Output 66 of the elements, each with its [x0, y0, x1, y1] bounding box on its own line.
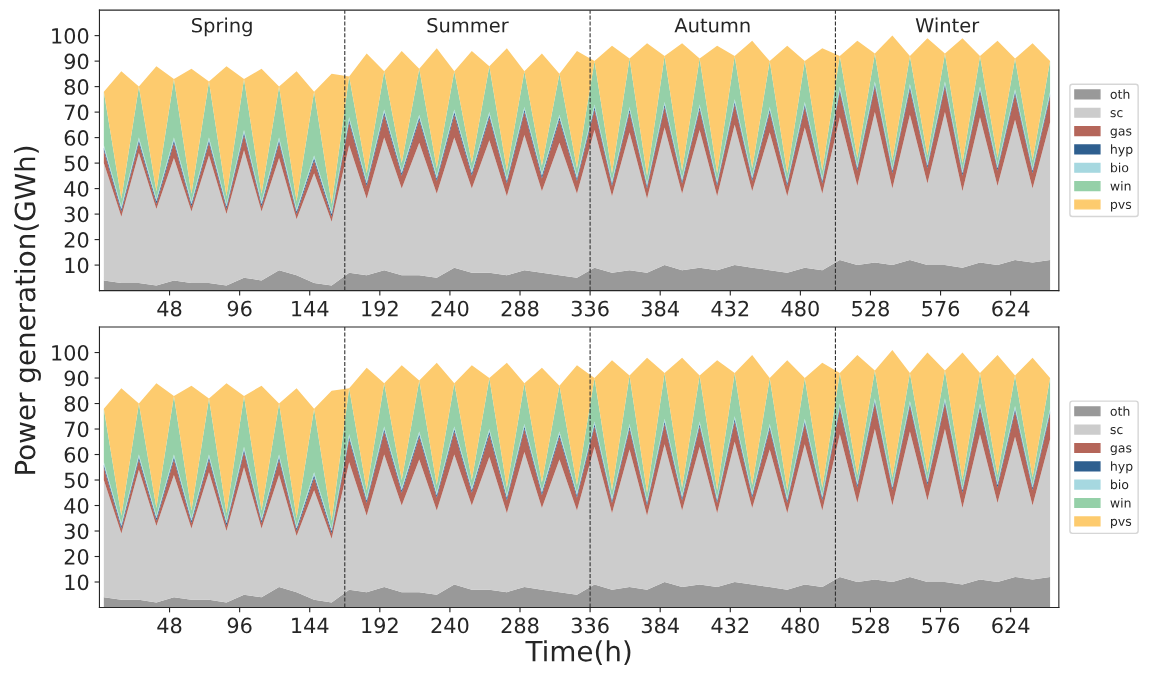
y-tick-label: 80	[64, 79, 89, 95]
y-tick-label: 30	[64, 206, 89, 223]
x-tick-label: 48	[157, 300, 182, 317]
y-tick-label: 100	[52, 344, 89, 361]
x-tick-label: 144	[292, 300, 329, 317]
y-tick-label: 40	[64, 181, 89, 197]
y-tick-label: 90	[64, 53, 89, 70]
legend-label: oth	[1110, 89, 1130, 99]
x-tick-label: 336	[571, 617, 609, 634]
legend-label: win	[1110, 181, 1131, 191]
legend-label: gas	[1110, 445, 1132, 455]
legend-label: bio	[1111, 162, 1129, 173]
legend-label: hyp	[1111, 144, 1133, 157]
x-tick-label: 480	[781, 300, 819, 317]
x-tick-label: 624	[992, 617, 1030, 634]
x-axis-title: Time(h)	[525, 640, 631, 665]
y-tick-label: 90	[64, 370, 89, 387]
y-tick-label: 70	[64, 421, 89, 438]
y-tick-label: 80	[64, 395, 89, 412]
x-tick-label: 96	[227, 300, 252, 317]
x-tick-label: 528	[852, 300, 889, 317]
x-tick-label: 384	[641, 300, 679, 317]
y-tick-label: 70	[64, 104, 89, 121]
annotation: Autumn	[674, 18, 750, 33]
legend-label: hyp	[1111, 461, 1133, 474]
legend-label: sc	[1110, 110, 1123, 118]
x-tick-label: 624	[992, 300, 1030, 317]
x-tick-label: 96	[227, 617, 252, 634]
y-axis-title: Power generation(GWh)	[14, 146, 41, 474]
y-tick-label: 40	[64, 497, 89, 514]
x-tick-label: 576	[922, 300, 960, 317]
x-tick-label: 240	[431, 617, 469, 634]
x-tick-label: 240	[431, 300, 469, 317]
y-tick-label: 30	[64, 523, 89, 540]
legend-label: bio	[1111, 479, 1129, 490]
legend-label: gas	[1110, 128, 1132, 139]
x-tick-label: 432	[711, 300, 749, 317]
legend-label: sc	[1110, 427, 1123, 435]
x-tick-label: 192	[362, 300, 398, 317]
legend-label: oth	[1110, 406, 1130, 416]
x-tick-label: 576	[922, 617, 960, 634]
x-tick-label: 528	[852, 617, 889, 634]
legend-label: pvs	[1111, 201, 1132, 212]
y-tick-label: 10	[65, 257, 89, 274]
y-tick-label: 50	[64, 472, 89, 489]
x-tick-label: 48	[157, 617, 182, 634]
x-tick-label: 144	[292, 617, 329, 634]
annotation: Summer	[427, 17, 509, 33]
annotation: Winter	[915, 17, 980, 33]
x-tick-label: 384	[641, 617, 679, 634]
x-tick-label: 432	[711, 617, 749, 634]
y-tick-label: 100	[52, 28, 89, 44]
x-tick-label: 192	[362, 617, 398, 634]
annotation: Spring	[192, 17, 252, 37]
x-tick-label: 336	[571, 300, 609, 317]
x-tick-label: 480	[781, 617, 819, 634]
y-tick-label: 50	[64, 155, 89, 172]
legend-label: pvs	[1111, 518, 1132, 529]
y-tick-label: 60	[64, 130, 89, 146]
y-tick-label: 10	[65, 574, 89, 591]
y-tick-label: 20	[64, 548, 89, 565]
x-tick-label: 288	[501, 300, 539, 317]
y-tick-label: 20	[64, 232, 89, 248]
x-tick-label: 288	[501, 617, 539, 634]
legend-label: win	[1110, 497, 1131, 508]
y-tick-label: 60	[64, 446, 89, 463]
